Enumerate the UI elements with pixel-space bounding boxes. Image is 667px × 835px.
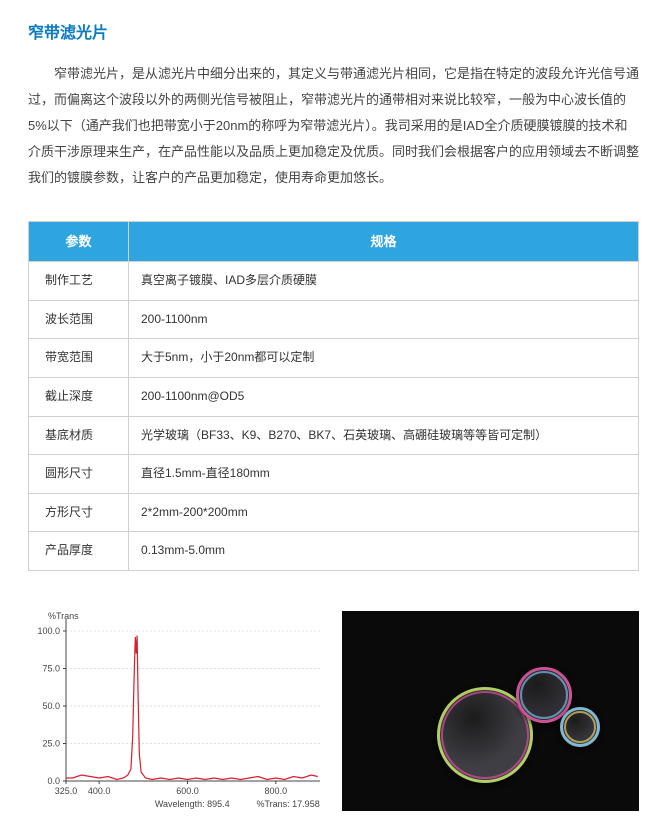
svg-text:Wavelength: 895.4: Wavelength: 895.4 — [155, 799, 230, 809]
svg-text:50.0: 50.0 — [42, 701, 60, 711]
svg-text:100.0: 100.0 — [37, 626, 60, 636]
param-cell: 制作工艺 — [29, 262, 129, 301]
table-row: 基底材质光学玻璃（BF33、K9、B270、BK7、石英玻璃、高硼硅玻璃等等皆可… — [29, 416, 639, 455]
svg-text:400.0: 400.0 — [88, 786, 111, 796]
param-cell: 圆形尺寸 — [29, 455, 129, 494]
param-cell: 方形尺寸 — [29, 493, 129, 532]
page-title: 窄带滤光片 — [28, 20, 639, 49]
spec-cell: 200-1100nm@OD5 — [129, 377, 639, 416]
table-row: 截止深度200-1100nm@OD5 — [29, 377, 639, 416]
svg-text:25.0: 25.0 — [42, 738, 60, 748]
param-cell: 波长范围 — [29, 300, 129, 339]
transmission-chart: 0.0 25.0 50.0 75.0 100.0 325.0 400.0 600.0 800.0… — [28, 611, 328, 811]
param-cell: 截止深度 — [29, 377, 129, 416]
param-cell: 产品厚度 — [29, 532, 129, 571]
table-row: 方形尺寸2*2mm-200*200mm — [29, 493, 639, 532]
table-row: 制作工艺真空离子镀膜、IAD多层介质硬膜 — [29, 262, 639, 301]
table-row: 波长范围200-1100nm — [29, 300, 639, 339]
spec-table: 参数 规格 制作工艺真空离子镀膜、IAD多层介质硬膜波长范围200-1100nm… — [28, 221, 639, 571]
product-photo — [342, 611, 639, 811]
spec-cell: 200-1100nm — [129, 300, 639, 339]
th-param: 参数 — [29, 221, 129, 261]
description: 窄带滤光片，是从滤光片中细分出来的，其定义与带通滤光片相同，它是指在特定的波段允… — [28, 61, 639, 191]
spec-cell: 2*2mm-200*200mm — [129, 493, 639, 532]
table-row: 产品厚度0.13mm-5.0mm — [29, 532, 639, 571]
svg-text:600.0: 600.0 — [176, 786, 199, 796]
svg-text:800.0: 800.0 — [265, 786, 288, 796]
th-spec: 规格 — [129, 221, 639, 261]
svg-text:%Trans: 17.958: %Trans: 17.958 — [257, 799, 320, 809]
lens-icon — [560, 707, 600, 747]
svg-text:75.0: 75.0 — [42, 663, 60, 673]
spec-cell: 大于5nm，小于20nm都可以定制 — [129, 339, 639, 378]
spec-cell: 光学玻璃（BF33、K9、B270、BK7、石英玻璃、高硼硅玻璃等等皆可定制） — [129, 416, 639, 455]
spec-cell: 直径1.5mm-直径180mm — [129, 455, 639, 494]
table-row: 带宽范围大于5nm，小于20nm都可以定制 — [29, 339, 639, 378]
spec-cell: 真空离子镀膜、IAD多层介质硬膜 — [129, 262, 639, 301]
svg-text:0.0: 0.0 — [47, 776, 60, 786]
param-cell: 带宽范围 — [29, 339, 129, 378]
svg-text:325.0: 325.0 — [55, 786, 78, 796]
spec-cell: 0.13mm-5.0mm — [129, 532, 639, 571]
svg-text:%Trans: %Trans — [48, 611, 79, 621]
param-cell: 基底材质 — [29, 416, 129, 455]
table-row: 圆形尺寸直径1.5mm-直径180mm — [29, 455, 639, 494]
